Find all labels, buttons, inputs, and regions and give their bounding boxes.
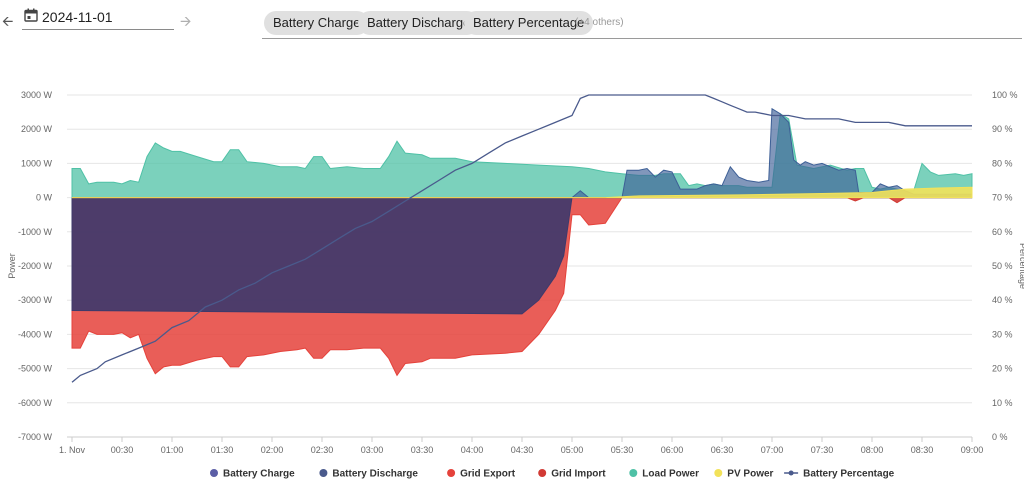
series-selector: Battery Charge Battery Discharge Battery… <box>262 0 1022 39</box>
y2-tick-label: 60 % <box>992 227 1013 237</box>
series-battery-percentage-line <box>71 94 972 383</box>
legend-load-power-marker <box>629 469 638 477</box>
chip-battery-charge[interactable]: Battery Charge <box>264 11 370 35</box>
x-tick-label: 08:00 <box>861 445 884 455</box>
arrow-right-icon[interactable]: 🡪 <box>180 13 192 29</box>
legend-battery-percentage-marker <box>788 470 794 476</box>
y2-tick-label: 0 % <box>992 432 1008 442</box>
y-tick-label: -6000 W <box>18 398 53 408</box>
y-tick-label: -1000 W <box>18 227 53 237</box>
y-axis-title: Power <box>7 253 17 279</box>
y2-tick-label: 30 % <box>992 329 1013 339</box>
legend-battery-charge-label: Battery Charge <box>223 469 295 480</box>
y2-tick-label: 20 % <box>992 364 1013 374</box>
calendar-icon <box>24 8 38 22</box>
y-tick-label: 2000 W <box>21 124 53 134</box>
y-tick-label: -3000 W <box>18 295 53 305</box>
x-tick-label: 03:30 <box>411 445 434 455</box>
legend-pv-power-marker <box>714 469 723 477</box>
series-battery-discharge-area <box>72 107 973 199</box>
x-tick-label: 06:30 <box>711 445 734 455</box>
x-tick-label: 01:00 <box>161 445 184 455</box>
x-tick-label: 05:30 <box>611 445 634 455</box>
y2-tick-label: 40 % <box>992 295 1013 305</box>
y-tick-label: -7000 W <box>18 432 53 442</box>
legend-grid-export-marker <box>447 469 456 477</box>
x-tick-label: 01:30 <box>211 445 234 455</box>
x-tick-label: 08:30 <box>911 445 934 455</box>
y-tick-label: -5000 W <box>18 364 53 374</box>
x-tick-label: 03:00 <box>361 445 384 455</box>
power-chart: 3000 W 2000 W 1000 W 0 W -1000 W -2000 W -3000… <box>7 90 1024 480</box>
legend-grid-import-marker <box>538 469 547 477</box>
legend-load-power-label: Load Power <box>642 469 699 480</box>
x-tick-label: 04:30 <box>511 445 534 455</box>
y-tick-label: 0 W <box>36 193 53 203</box>
date-picker[interactable]: 2024-11-01 <box>22 5 174 30</box>
legend-battery-discharge-marker <box>319 469 328 477</box>
legend-grid-export-label: Grid Export <box>460 469 516 480</box>
series-pv-power-area <box>72 186 973 199</box>
x-tick-label: 04:00 <box>461 445 484 455</box>
y2-tick-label: 80 % <box>992 158 1013 168</box>
y-tick-label: 1000 W <box>21 158 53 168</box>
series-load-power-area <box>71 112 973 199</box>
x-tick-label: 07:00 <box>761 445 784 455</box>
legend-battery-discharge-label: Battery Discharge <box>332 469 418 480</box>
legend-pv-power-label: PV Power <box>727 469 773 480</box>
toolbar: 🡨 2024-11-01 🡪 Battery Charge Battery Di… <box>0 0 1024 40</box>
y-tick-label: 3000 W <box>21 90 53 100</box>
legend-battery-percentage-label: Battery Percentage <box>803 469 895 480</box>
y2-tick-label: 90 % <box>992 124 1013 134</box>
y2-tick-label: 10 % <box>992 398 1013 408</box>
y-tick-label: -4000 W <box>18 329 53 339</box>
arrow-left-icon[interactable]: 🡨 <box>2 13 14 29</box>
x-tick-label: 02:00 <box>261 445 284 455</box>
x-tick-label: 09:00 <box>961 445 984 455</box>
date-value: 2024-11-01 <box>42 9 113 25</box>
x-tick-label: 07:30 <box>811 445 834 455</box>
more-series-label[interactable]: (+4 others) <box>575 17 624 28</box>
y2-tick-label: 100 % <box>992 90 1018 100</box>
chip-battery-percentage[interactable]: Battery Percentage <box>464 11 594 35</box>
y2-tick-label: 50 % <box>992 261 1013 271</box>
y2-tick-label: 70 % <box>992 193 1013 203</box>
y2-axis-title: Percentage <box>1018 243 1024 289</box>
chip-battery-discharge[interactable]: Battery Discharge <box>358 11 480 35</box>
y-tick-label: -2000 W <box>18 261 53 271</box>
x-tick-label: 00:30 <box>111 445 134 455</box>
series-battery-charge-area <box>71 197 972 315</box>
x-tick-label: 1. Nov <box>59 445 86 455</box>
x-tick-label: 05:00 <box>561 445 584 455</box>
legend-grid-import-label: Grid Import <box>551 469 606 480</box>
legend-battery-charge-marker <box>210 469 218 477</box>
x-tick-label: 02:30 <box>311 445 334 455</box>
x-tick-label: 06:00 <box>661 445 684 455</box>
